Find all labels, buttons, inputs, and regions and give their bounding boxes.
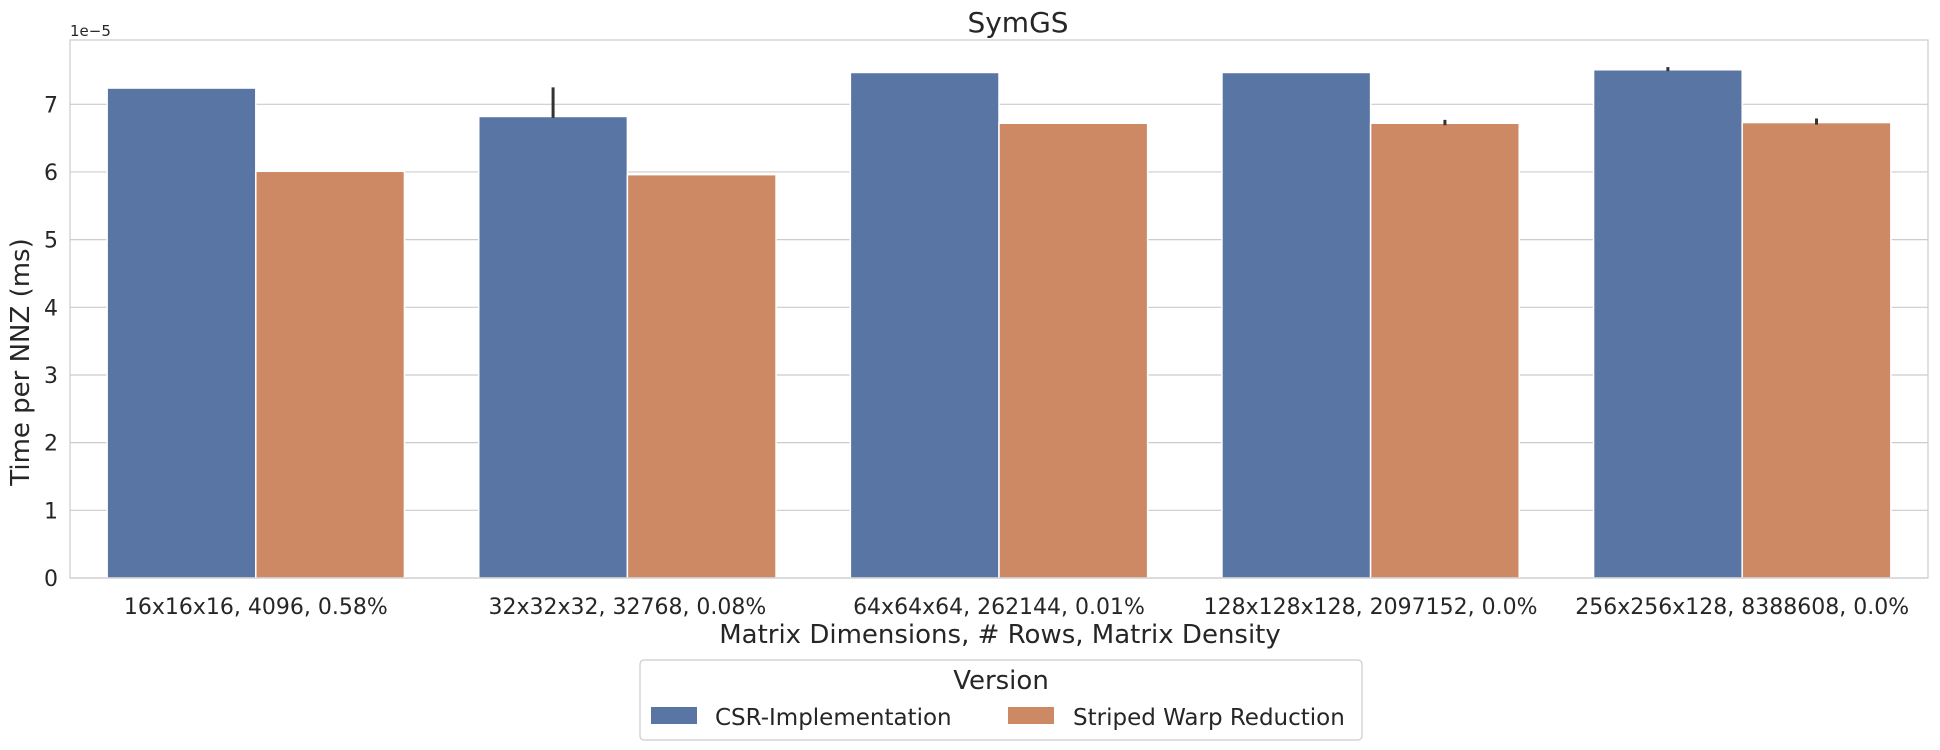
bar-csr-4 bbox=[1592, 69, 1743, 579]
legend-label-striped: Striped Warp Reduction bbox=[1073, 705, 1345, 731]
legend-label-csr: CSR-Implementation bbox=[715, 705, 952, 731]
y-tick-label: 3 bbox=[44, 364, 58, 389]
x-tick-label: 32x32x32, 32768, 0.08% bbox=[488, 595, 766, 620]
y-axis-label: Time per NNZ (ms) bbox=[6, 238, 36, 486]
bars bbox=[106, 69, 1892, 579]
bar-csr-3 bbox=[1221, 71, 1372, 579]
y-tick-label: 2 bbox=[44, 432, 58, 457]
bar-striped-3 bbox=[1369, 122, 1520, 579]
x-tick-label: 16x16x16, 4096, 0.58% bbox=[124, 595, 388, 620]
legend-frame bbox=[639, 659, 1363, 741]
y-offset-label: 1e−5 bbox=[70, 22, 111, 40]
bar-csr-0 bbox=[106, 87, 257, 579]
x-tick-label: 128x128x128, 2097152, 0.0% bbox=[1204, 595, 1538, 620]
y-tick-label: 1 bbox=[44, 499, 58, 524]
plot-frame bbox=[69, 39, 1929, 579]
x-axis-label: Matrix Dimensions, # Rows, Matrix Densit… bbox=[719, 620, 1281, 650]
error-bars bbox=[551, 67, 1819, 126]
bar-csr-1 bbox=[478, 115, 629, 579]
legend-title: Version bbox=[953, 666, 1049, 696]
y-tick-label: 0 bbox=[44, 567, 58, 592]
x-tick-labels: 16x16x16, 4096, 0.58% 32x32x32, 32768, 0.… bbox=[124, 595, 1909, 620]
bar-striped-0 bbox=[255, 170, 406, 579]
x-tick-label: 256x256x128, 8388608, 0.0% bbox=[1575, 595, 1909, 620]
y-tick-label: 6 bbox=[44, 161, 58, 186]
x-tick-label: 64x64x64, 262144, 0.01% bbox=[853, 595, 1145, 620]
legend: Version CSR-Implementation Striped Warp … bbox=[639, 659, 1363, 741]
chart-title: SymGS bbox=[967, 6, 1068, 39]
y-tick-label: 4 bbox=[44, 296, 58, 321]
legend-swatch-striped bbox=[1008, 707, 1054, 724]
y-tick-label: 5 bbox=[44, 229, 58, 254]
y-tick-labels: 0 1 2 3 4 5 6 7 bbox=[44, 93, 58, 592]
bar-striped-1 bbox=[626, 173, 777, 579]
bar-csr-2 bbox=[849, 71, 1000, 579]
bar-striped-2 bbox=[998, 122, 1149, 579]
bar-striped-4 bbox=[1741, 121, 1892, 579]
y-tick-label: 7 bbox=[44, 93, 58, 118]
legend-swatch-csr bbox=[651, 707, 697, 724]
